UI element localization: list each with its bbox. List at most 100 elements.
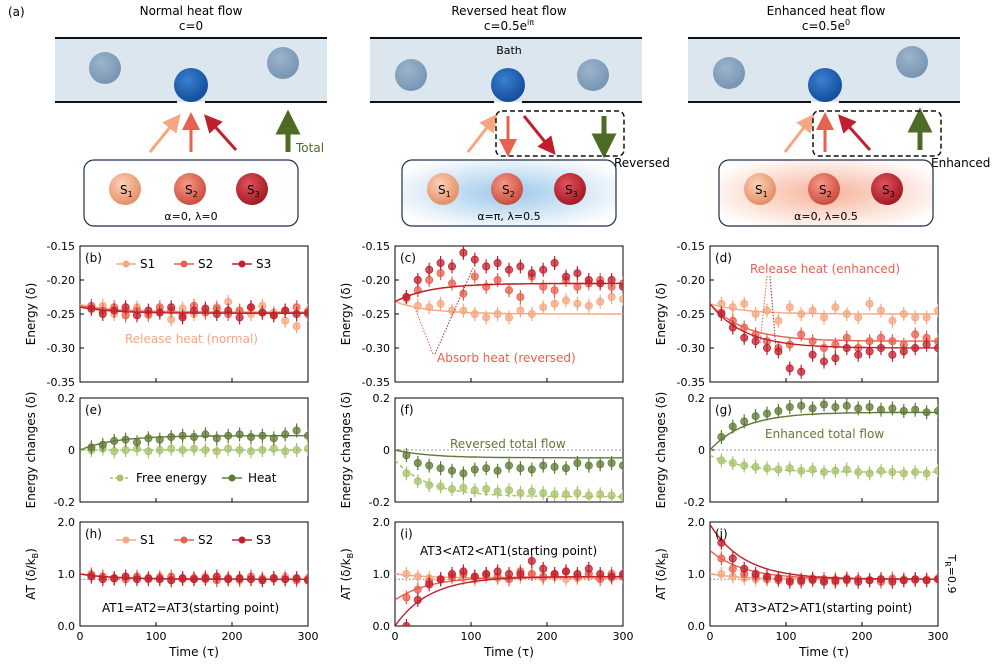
data-point [539,303,548,312]
data-point [292,445,301,454]
system-ball-s2 [174,173,206,205]
data-point [831,466,840,475]
data-point [808,404,817,413]
data-point [504,313,513,322]
schematic-reversed: Reversed heat flow c=0.5eiπ Bath Reverse… [370,4,670,227]
chart-panel-c: -0.15 -0.20 -0.25 -0.30 -0.35 Energy (δ) (c) Ab… [339,240,624,389]
legend-label-free-energy: Free energy [136,471,207,485]
center-ball [491,68,525,102]
data-point [728,323,737,332]
data-point [447,570,456,579]
data-point [562,464,571,473]
data-point [865,576,874,585]
data-point [934,407,938,415]
panel-label-c: (c) [400,251,416,265]
data-point [402,593,411,602]
data-point [728,422,737,431]
data-point [717,456,726,465]
data-point [527,309,536,318]
data-point [246,303,255,312]
data-point [607,458,616,467]
data-point [774,465,783,474]
panel-label-f: (f) [400,403,414,417]
schematic-subtitle: c=0.5e0 [802,18,850,33]
data-point [820,400,829,409]
schematic-subtitle: c=0 [179,19,203,33]
data-point [413,301,422,310]
fit-curve-heat [710,411,938,451]
plot-area [710,524,938,589]
data-point [292,426,301,435]
x-axis-label: Time (τ) [483,645,534,659]
data-point [877,466,886,475]
data-point [607,292,616,301]
legend-label: S2 [198,533,213,547]
y-tick-label: -0.25 [362,308,390,321]
data-point [482,262,491,271]
data-point [504,486,513,495]
data-point [224,306,233,315]
schematic-title: Normal heat flow [140,4,243,18]
data-point [539,265,548,274]
data-point [470,272,479,281]
data-point [425,481,434,490]
data-point [607,491,616,500]
data-point [922,408,931,417]
data-point [573,458,582,467]
data-point [201,445,210,454]
center-ball [174,68,208,102]
data-point [402,292,411,301]
data-point [436,575,445,584]
data-point [447,262,456,271]
y-tick-label: -0.15 [677,240,705,253]
data-point [281,575,290,584]
data-point [751,570,760,579]
schematic-params: α=0, λ=0.5 [794,210,858,223]
flow-arrow-s1 [466,113,498,153]
data-point [212,447,221,456]
system-ball-s1 [744,173,776,205]
data-point [212,572,221,581]
y-axis-label: Energy changes (δ) [339,392,353,509]
data-point [470,255,479,264]
data-point [98,575,107,584]
data-point [425,580,434,589]
legend-label: S1 [140,257,155,271]
data-point [607,572,616,581]
data-point [304,308,308,317]
fit-curve-s3 [710,303,938,349]
data-point [899,576,908,585]
data-point [304,444,308,453]
data-point [865,337,874,346]
y-axis-label: AT (δ/kB) [654,548,670,600]
data-point [224,431,233,440]
data-point [539,488,548,497]
data-point [596,570,605,579]
y-tick-label: -0.35 [362,376,390,389]
y-tick-label: -0.2 [54,496,75,509]
data-point [132,438,141,447]
data-point [854,577,863,586]
data-point [888,337,897,346]
annotation-enhanced-total: Enhanced total flow [765,427,884,441]
data-point [934,344,938,352]
data-point [189,575,198,584]
y-tick-label: 0.0 [688,620,706,633]
annotation-at-order: AT3>AT2>AT1(starting point) [735,601,912,615]
data-point [934,575,938,584]
data-point [922,313,931,322]
data-point [899,309,908,318]
data-point [224,444,233,453]
annotation-reversed-total: Reversed total flow [450,437,566,451]
data-point [562,272,571,281]
data-point [87,443,96,452]
data-point [493,309,502,318]
data-point [899,347,908,356]
legend-marker [122,536,130,544]
data-point [516,488,525,497]
data-point [516,570,525,579]
system-ball-s3 [236,173,268,205]
data-point [842,575,851,584]
data-point [413,477,422,486]
